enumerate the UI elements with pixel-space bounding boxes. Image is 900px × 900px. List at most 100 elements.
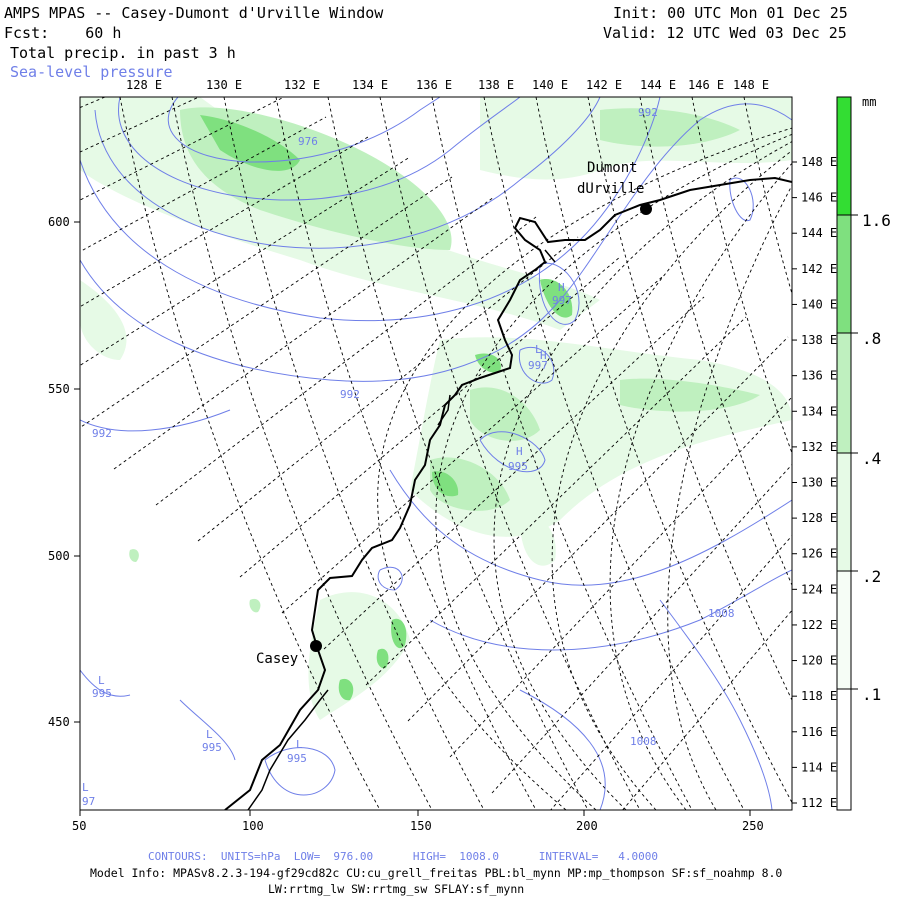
longitude-line bbox=[449, 396, 792, 758]
latitude-circle bbox=[377, 127, 792, 810]
longitude-line bbox=[407, 336, 789, 722]
forecast-hour-line: Fcst: 60 h bbox=[4, 24, 121, 42]
longitude-line bbox=[239, 256, 621, 578]
longitude-line bbox=[80, 97, 285, 201]
right-lon-label: 126 E bbox=[801, 547, 837, 561]
isobar-996-a bbox=[538, 262, 580, 325]
x-tick-label: 100 bbox=[242, 819, 264, 833]
longitude-meridian bbox=[431, 97, 693, 810]
precip-area bbox=[520, 517, 556, 566]
field-slp-label: Sea-level pressure bbox=[10, 63, 173, 81]
isobar-992-west bbox=[80, 409, 231, 432]
isobar-label: 997 bbox=[552, 294, 572, 307]
plot-frame bbox=[79, 96, 793, 811]
init-time: Init: 00 UTC Mon 01 Dec 25 bbox=[613, 4, 848, 22]
precip-area bbox=[308, 592, 410, 720]
top-lon-label: 136 E bbox=[416, 78, 452, 92]
plot-area: 992 976 992 992 997 997 995 1008 1008 995 995 995 97… bbox=[80, 97, 792, 810]
legend-level: 1.6 bbox=[862, 211, 891, 230]
precip-legend: mm 1.6 .8 .4 .2 .1 bbox=[836, 95, 891, 811]
isobar-1008-b bbox=[659, 599, 773, 810]
top-lon-label: 146 E bbox=[688, 78, 724, 92]
right-lon-label: 148 E bbox=[801, 155, 837, 169]
y-tick-label: 450 bbox=[48, 715, 70, 729]
longitude-meridian bbox=[483, 97, 745, 810]
right-lon-label: 130 E bbox=[801, 476, 837, 490]
latitude-circle bbox=[609, 162, 792, 810]
x-axis-ticks: 50 100 150 200 250 bbox=[72, 810, 764, 833]
isobar-label: 995 bbox=[508, 460, 528, 473]
isobar-1004 bbox=[429, 569, 792, 651]
legend-dividers bbox=[837, 214, 858, 690]
forecast-label: Fcst: bbox=[4, 24, 50, 42]
isobar-992-outer bbox=[80, 103, 792, 382]
y-axis-ticks: 600 550 500 450 bbox=[48, 215, 80, 729]
right-lon-label: 136 E bbox=[801, 369, 837, 383]
precip-area bbox=[432, 471, 459, 497]
right-lon-label: 144 E bbox=[801, 226, 837, 240]
isobar-label: 997 bbox=[528, 359, 548, 372]
pressure-center: H bbox=[558, 281, 565, 294]
precip-area bbox=[600, 108, 740, 147]
right-lon-label: 114 E bbox=[801, 760, 837, 774]
legend-level: .8 bbox=[862, 329, 881, 348]
longitude-line bbox=[323, 296, 705, 650]
latitude-circle bbox=[551, 150, 792, 810]
precip-area bbox=[540, 279, 573, 318]
longitude-meridian bbox=[327, 97, 589, 810]
longitude-meridian bbox=[119, 97, 381, 810]
precip-area bbox=[338, 678, 354, 701]
isobar-label: 1008 bbox=[630, 735, 657, 748]
isobar-labels: 992 976 992 992 997 997 995 1008 1008 995 995 995 97… bbox=[82, 106, 735, 808]
valid-time: Valid: 12 UTC Wed 03 Dec 25 bbox=[603, 24, 847, 42]
top-lon-label: 138 E bbox=[478, 78, 514, 92]
latitude-circle bbox=[493, 141, 792, 810]
right-lon-label: 132 E bbox=[801, 440, 837, 454]
station-marker-dumont bbox=[640, 203, 652, 215]
longitude-line bbox=[80, 176, 453, 429]
top-lon-label: 148 E bbox=[733, 78, 769, 92]
right-lon-label: 118 E bbox=[801, 689, 837, 703]
longitude-meridian bbox=[223, 97, 485, 810]
right-lon-label: 134 E bbox=[801, 404, 837, 418]
top-longitude-labels: 128 E 130 E 132 E 134 E 136 E 138 E 140 E 142 E… bbox=[126, 78, 769, 92]
right-lon-label: 116 E bbox=[801, 725, 837, 739]
station-marker-casey bbox=[310, 640, 322, 652]
y-tick-label: 500 bbox=[48, 549, 70, 563]
model-info-line1: Model Info: MPASv8.2.3-194-gf29cd82c CU:… bbox=[90, 866, 783, 880]
isobar-label: 992 bbox=[340, 388, 360, 401]
precip-area bbox=[249, 598, 261, 613]
precip-area bbox=[376, 648, 389, 669]
top-lon-label: 140 E bbox=[532, 78, 568, 92]
isobar-980-a bbox=[118, 97, 521, 201]
right-lon-label: 142 E bbox=[801, 262, 837, 276]
top-lon-label: 128 E bbox=[126, 78, 162, 92]
station-label-dumont-1: Dumont bbox=[587, 160, 638, 176]
isobar-label: 992 bbox=[92, 427, 112, 440]
legend-level: .1 bbox=[862, 685, 881, 704]
isobar-1000 bbox=[389, 469, 792, 586]
legend-swatch-0.1 bbox=[837, 571, 851, 689]
longitude-line bbox=[155, 216, 537, 506]
isobar-small-1 bbox=[377, 567, 403, 591]
right-lon-label: 124 E bbox=[801, 582, 837, 596]
legend-swatch-0.8 bbox=[837, 215, 851, 333]
pressure-center: L bbox=[206, 728, 213, 741]
longitude-meridian bbox=[639, 97, 792, 587]
right-lon-label: 120 E bbox=[801, 654, 837, 668]
longitude-meridian bbox=[171, 97, 433, 810]
latitude-circle bbox=[435, 133, 792, 810]
legend-unit: mm bbox=[862, 95, 876, 109]
longitude-meridian bbox=[379, 97, 641, 810]
pressure-center: L bbox=[98, 674, 105, 687]
top-lon-label: 142 E bbox=[586, 78, 622, 92]
x-tick-label: 200 bbox=[576, 819, 598, 833]
forecast-hour: 60 h bbox=[85, 24, 122, 42]
legend-level: .4 bbox=[862, 449, 881, 468]
isobar-contours bbox=[80, 97, 792, 810]
station-label-casey: Casey bbox=[256, 651, 298, 667]
right-lon-label: 128 E bbox=[801, 511, 837, 525]
longitude-line bbox=[80, 136, 369, 308]
isobar-984 bbox=[94, 97, 601, 249]
